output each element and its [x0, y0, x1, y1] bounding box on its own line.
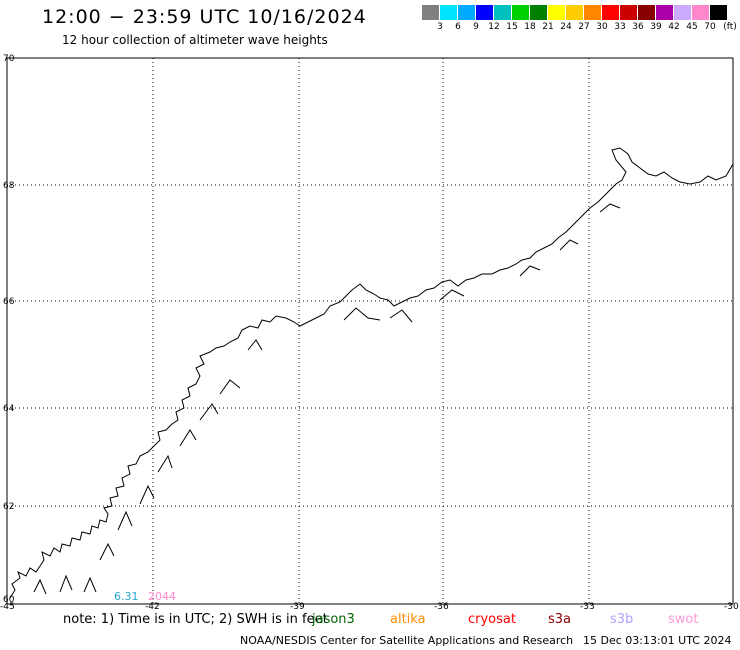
legend-swatch [530, 5, 547, 20]
legend-label: 36 [632, 22, 644, 32]
latitude-label: 62 [3, 502, 14, 512]
wave-height-map: 70 68 66 64 62 60 -45 -42 -39 -36 -33 -30 6.31 204… [0, 54, 739, 610]
legend-swatch [584, 5, 601, 20]
longitude-label: -42 [145, 602, 160, 610]
map-title: 12:00 − 23:59 UTC 10/16/2024 [42, 6, 367, 28]
latitude-label: 66 [3, 297, 15, 307]
legend-swatch [674, 5, 691, 20]
latitude-label: 68 [3, 181, 15, 191]
legend-swatch [440, 5, 457, 20]
legend-swatch [422, 5, 439, 20]
satellite-s3b: s3b [610, 612, 634, 627]
greenland-fjords [33, 203, 621, 595]
observation-label-time: 2044 [148, 590, 176, 603]
legend-label: 27 [578, 22, 590, 32]
legend-swatch [638, 5, 655, 20]
legend-label: 39 [650, 22, 662, 32]
latitude-labels: 70 68 66 64 62 60 [3, 54, 15, 605]
satellite-altika: altika [390, 612, 426, 627]
satellite-swot: swot [668, 612, 699, 627]
longitude-label: -30 [724, 602, 739, 610]
legend-label: 3 [437, 22, 443, 32]
legend-label: 15 [506, 22, 518, 32]
legend-swatch [512, 5, 529, 20]
map-frame [6, 57, 734, 605]
longitude-label: -36 [434, 602, 449, 610]
legend-label: 45 [686, 22, 698, 32]
legend-swatch [548, 5, 565, 20]
legend-swatch [494, 5, 511, 20]
legend-label: 33 [614, 22, 626, 32]
legend-label: 12 [488, 22, 500, 32]
legend-swatch [692, 5, 709, 20]
legend-label: 30 [596, 22, 608, 32]
legend-label: 24 [560, 22, 572, 32]
greenland-coastline [9, 147, 734, 599]
legend-swatch [602, 5, 619, 20]
legend-swatch [566, 5, 583, 20]
legend-label: 42 [668, 22, 680, 32]
legend-label: 9 [473, 22, 479, 32]
graticule [7, 58, 733, 604]
legend-label: 70 [704, 22, 716, 32]
legend-label: 21 [542, 22, 554, 32]
satellite-cryosat: cryosat [468, 612, 516, 627]
legend-unit: (ft) [723, 22, 737, 32]
legend-swatch [620, 5, 637, 20]
satellite-jason3: jason3 [312, 612, 355, 627]
legend-swatch [458, 5, 475, 20]
legend-label: 18 [524, 22, 536, 32]
legend-label: 6 [455, 22, 461, 32]
legend-swatch [476, 5, 493, 20]
longitude-label: -39 [290, 602, 305, 610]
longitude-label: -45 [0, 602, 15, 610]
legend-swatch [710, 5, 727, 20]
satellite-s3a: s3a [548, 612, 572, 627]
footer-credit: NOAA/NESDIS Center for Satellite Applica… [240, 634, 574, 647]
latitude-label: 60 [3, 595, 15, 605]
longitude-labels: -45 -42 -39 -36 -33 -30 [0, 602, 739, 610]
longitude-label: -33 [580, 602, 595, 610]
map-subtitle: 12 hour collection of altimeter wave hei… [62, 33, 328, 47]
legend-swatch [656, 5, 673, 20]
units-note: note: 1) Time is in UTC; 2) SWH is in fe… [63, 612, 328, 627]
observation-label-height: 6.31 [114, 590, 139, 603]
footer-timestamp: 15 Dec 03:13:01 UTC 2024 [583, 634, 732, 647]
latitude-label: 64 [3, 404, 15, 414]
latitude-label: 70 [3, 54, 15, 64]
